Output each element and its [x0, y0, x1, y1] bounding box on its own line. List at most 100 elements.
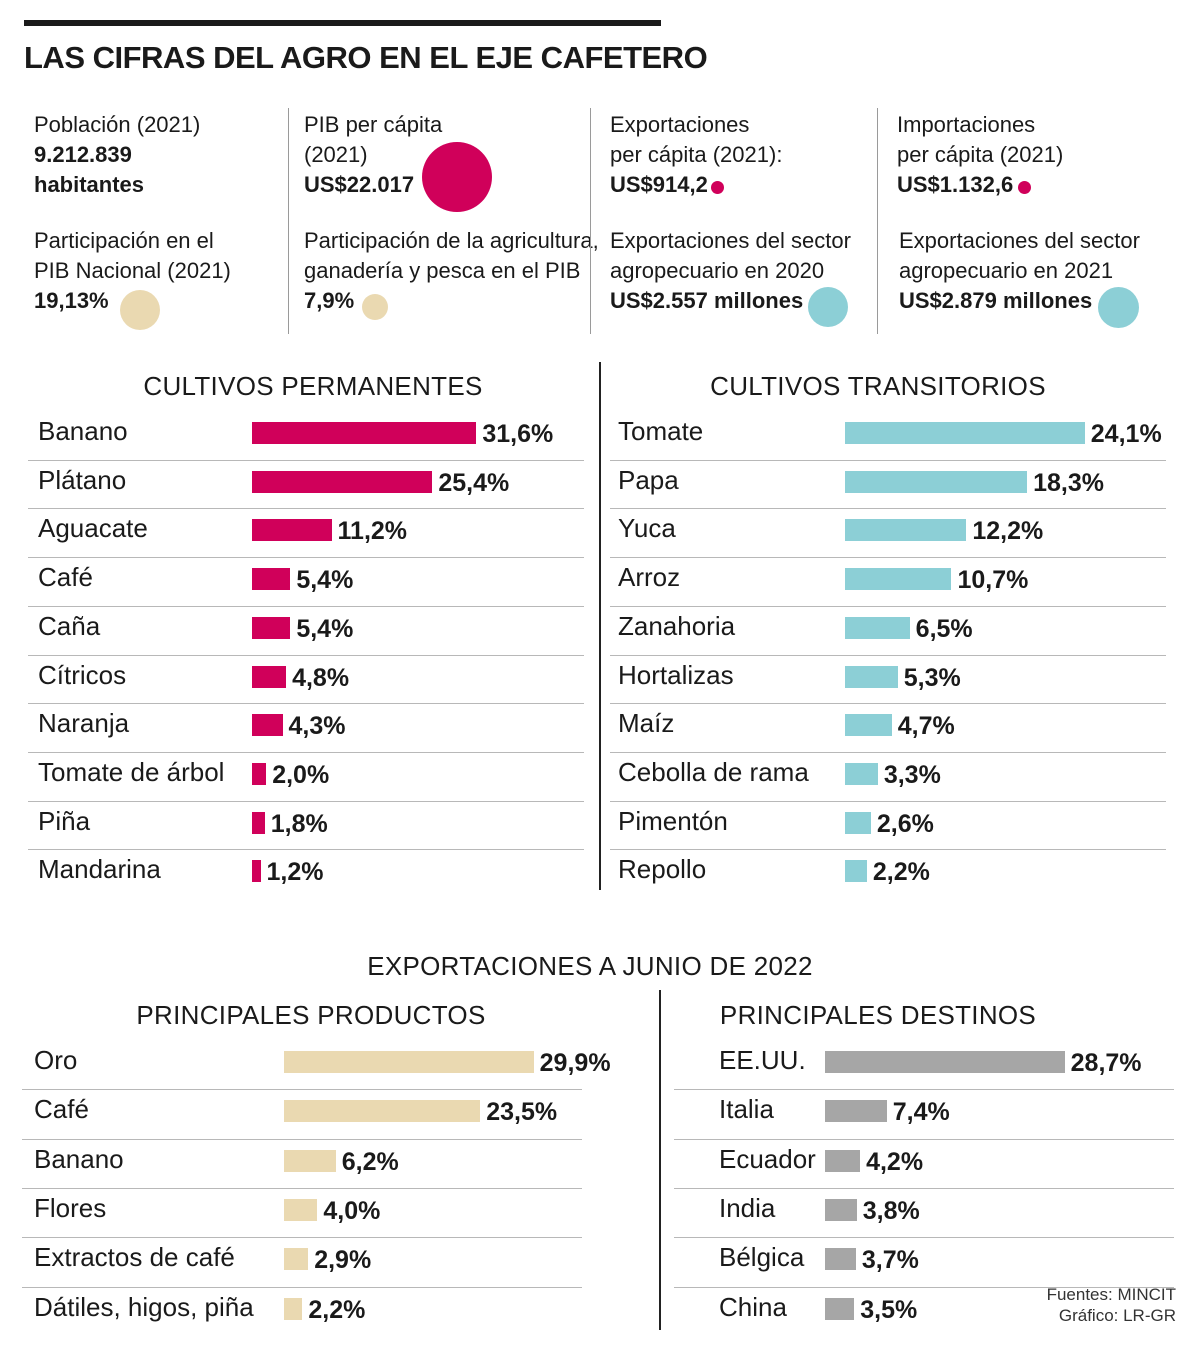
section-title-productos: PRINCIPALES PRODUCTOS: [136, 1000, 486, 1030]
stat-poblacion-unit: habitantes: [34, 172, 145, 197]
value-label: 2,9%: [314, 1246, 372, 1275]
category-label: Pimentón: [618, 805, 728, 836]
category-label: Plátano: [38, 464, 127, 495]
value-label: 2,2%: [308, 1295, 366, 1324]
source-note: Fuentes: MINCIT Gráfico: LR-GR: [980, 1284, 1176, 1326]
bar: [845, 519, 967, 542]
category-label: Yuca: [618, 513, 676, 544]
bar: [252, 519, 332, 542]
stat-pib-label2: (2021): [304, 142, 368, 167]
bar: [845, 470, 1028, 493]
value-label: 5,3%: [903, 663, 961, 692]
category-label: Dátiles, higos, piña: [34, 1291, 254, 1322]
export2021-circle: [1098, 287, 1139, 328]
section-title-exportaciones: EXPORTACIONES A JUNIO DE 2022: [367, 951, 813, 981]
section-title-transitorios: CULTIVOS TRANSITORIOS: [710, 371, 1046, 401]
stat-participacion-value: 19,13%: [34, 288, 109, 313]
bar: [284, 1100, 481, 1123]
bar: [252, 568, 291, 591]
import-circle: [1018, 181, 1031, 194]
row-divider: [28, 557, 584, 559]
category-label: Maíz: [618, 708, 675, 739]
category-label: Extractos de café: [34, 1242, 235, 1273]
stat-pib-value: US$22.017: [304, 172, 415, 197]
value-label: 31,6%: [482, 420, 554, 448]
bar: [252, 422, 477, 444]
value-label: 3,8%: [862, 1196, 920, 1225]
bar: [845, 860, 867, 883]
value-label: 5,4%: [296, 614, 354, 643]
value-label: 4,7%: [897, 712, 955, 741]
value-label: 29,9%: [539, 1049, 611, 1077]
stat-export2021-label1: Exportaciones del sector: [899, 228, 1140, 253]
value-label: 10,7%: [957, 566, 1029, 595]
bar: [252, 616, 291, 639]
row-divider: [28, 508, 584, 510]
category-label: Mandarina: [38, 854, 161, 885]
stat-poblacion: Población (2021) 9.212.839 habitantes: [34, 110, 200, 200]
row-divider: [674, 1138, 1174, 1140]
section-title-permanentes: CULTIVOS PERMANENTES: [143, 371, 483, 401]
stat-import-label2: per cápita (2021): [897, 142, 1064, 167]
bar: [252, 762, 267, 785]
stat-export2020-label1: Exportaciones del sector: [610, 228, 851, 253]
category-label: Piña: [38, 805, 91, 836]
category-label: Banano: [34, 1143, 124, 1174]
category-label: Tomate de árbol: [38, 756, 225, 787]
stat-import-label1: Importaciones: [897, 112, 1036, 137]
export2020-circle: [808, 287, 848, 327]
category-label: Papa: [618, 464, 679, 495]
row-divider: [674, 1187, 1174, 1189]
pib-circle: [422, 142, 492, 212]
row-divider: [674, 1089, 1174, 1091]
bar: [284, 1297, 303, 1320]
value-label: 4,3%: [288, 712, 346, 741]
stat-export2021: Exportaciones del sector agropecuario en…: [899, 226, 1140, 316]
bar: [284, 1248, 309, 1271]
category-label: Tomate: [618, 416, 704, 446]
stat-export: Exportaciones per cápita (2021): US$914,…: [610, 110, 782, 200]
bar: [252, 470, 433, 493]
row-divider: [22, 1089, 582, 1091]
row-divider: [22, 1237, 582, 1239]
bar: [252, 860, 261, 883]
stat-poblacion-label: Población (2021): [34, 112, 201, 137]
bar: [845, 422, 1085, 444]
row-divider: [674, 1237, 1174, 1239]
category-label: India: [719, 1192, 776, 1223]
category-label: Ecuador: [719, 1143, 816, 1174]
stats-divider-3: [877, 108, 878, 334]
row-divider: [28, 800, 584, 802]
category-label: Café: [38, 562, 93, 593]
page-title: LAS CIFRAS DEL AGRO EN EL EJE CAFETERO: [24, 40, 708, 75]
value-label: 2,0%: [272, 760, 330, 789]
bar: [252, 714, 283, 737]
row-divider: [610, 751, 1166, 753]
value-label: 25,4%: [438, 468, 510, 497]
stat-pib-label1: PIB per cápita: [304, 112, 443, 137]
bar: [825, 1198, 857, 1221]
stat-participacion-label1: Participación en el: [34, 228, 214, 253]
category-label: Hortalizas: [618, 659, 734, 690]
row-divider: [610, 654, 1166, 656]
value-label: 18,3%: [1033, 468, 1104, 497]
bar: [825, 1051, 1065, 1073]
value-label: 1,8%: [270, 809, 328, 838]
category-label: Flores: [34, 1192, 107, 1223]
bar: [284, 1149, 336, 1172]
stat-export-value: US$914,2: [610, 172, 708, 197]
category-label: Bélgica: [719, 1242, 805, 1273]
row-divider: [610, 557, 1166, 559]
source-line2: Gráfico: LR-GR: [1058, 1306, 1176, 1325]
stat-agri-label2: ganadería y pesca en el PIB: [304, 258, 581, 283]
value-label: 7,4%: [892, 1098, 950, 1127]
value-label: 28,7%: [1070, 1049, 1142, 1077]
bar: [845, 568, 952, 591]
category-label: China: [719, 1291, 787, 1322]
category-label: Aguacate: [38, 513, 148, 544]
row-divider: [28, 751, 584, 753]
row-divider: [22, 1138, 582, 1140]
row-divider: [28, 605, 584, 607]
bar: [825, 1149, 861, 1172]
row-divider: [674, 1286, 1174, 1288]
